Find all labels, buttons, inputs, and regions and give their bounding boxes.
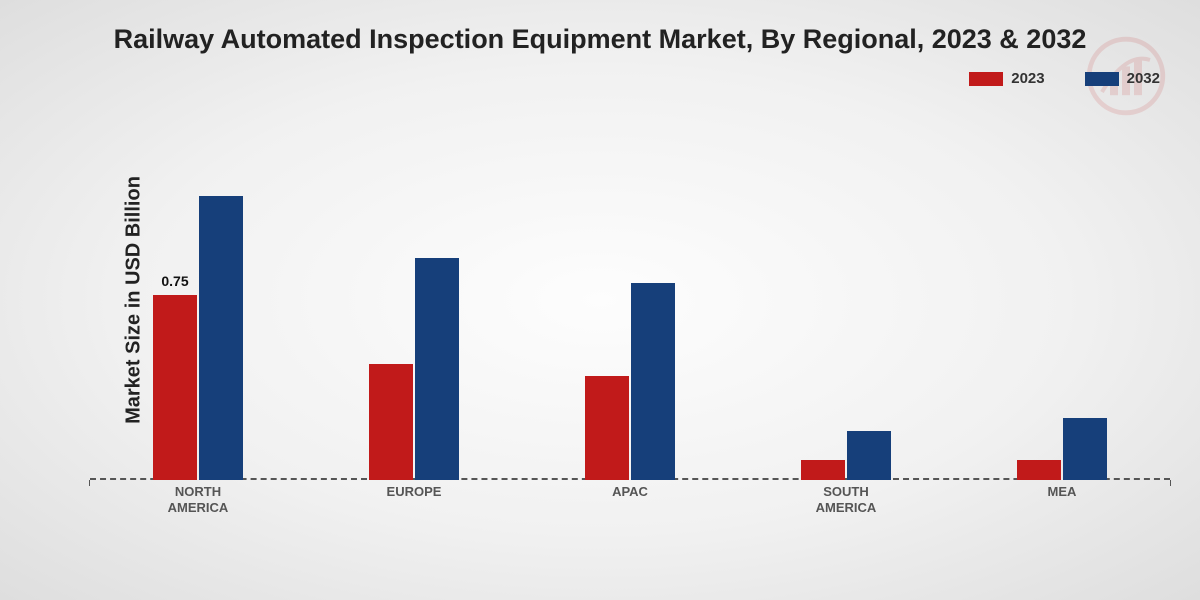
legend-swatch-2023: [969, 72, 1003, 86]
legend-label-2032: 2032: [1127, 70, 1160, 87]
group-apac: [522, 110, 738, 480]
legend: 2023 2032: [969, 70, 1160, 87]
legend-item-2032: 2032: [1085, 70, 1160, 87]
x-label-north-america: NORTHAMERICA: [90, 484, 306, 517]
bar-2032-europe: [415, 258, 459, 480]
bar-2032-mea: [1063, 418, 1107, 480]
x-label-apac: APAC: [522, 484, 738, 517]
plot-area: 0.75: [90, 110, 1170, 480]
bar-2023-apac: [585, 376, 629, 480]
bar-2032-north-america: [199, 196, 243, 480]
x-label-mea: MEA: [954, 484, 1170, 517]
x-label-europe: EUROPE: [306, 484, 522, 517]
bar-2023-mea: [1017, 460, 1061, 480]
bar-value-label: 0.75: [161, 273, 188, 289]
group-south-america: [738, 110, 954, 480]
bar-2023-south-america: [801, 460, 845, 480]
axis-tick: [1170, 480, 1171, 486]
group-europe: [306, 110, 522, 480]
bar-groups: 0.75: [90, 110, 1170, 480]
x-label-south-america: SOUTHAMERICA: [738, 484, 954, 517]
bar-2023-europe: [369, 364, 413, 480]
bar-2023-north-america: 0.75: [153, 295, 197, 480]
x-axis-labels: NORTHAMERICA EUROPE APAC SOUTHAMERICA ME…: [90, 484, 1170, 517]
group-north-america: 0.75: [90, 110, 306, 480]
legend-item-2023: 2023: [969, 70, 1044, 87]
legend-swatch-2032: [1085, 72, 1119, 86]
group-mea: [954, 110, 1170, 480]
bar-2032-south-america: [847, 431, 891, 480]
bar-2032-apac: [631, 283, 675, 480]
chart-title: Railway Automated Inspection Equipment M…: [0, 24, 1200, 55]
legend-label-2023: 2023: [1011, 70, 1044, 87]
